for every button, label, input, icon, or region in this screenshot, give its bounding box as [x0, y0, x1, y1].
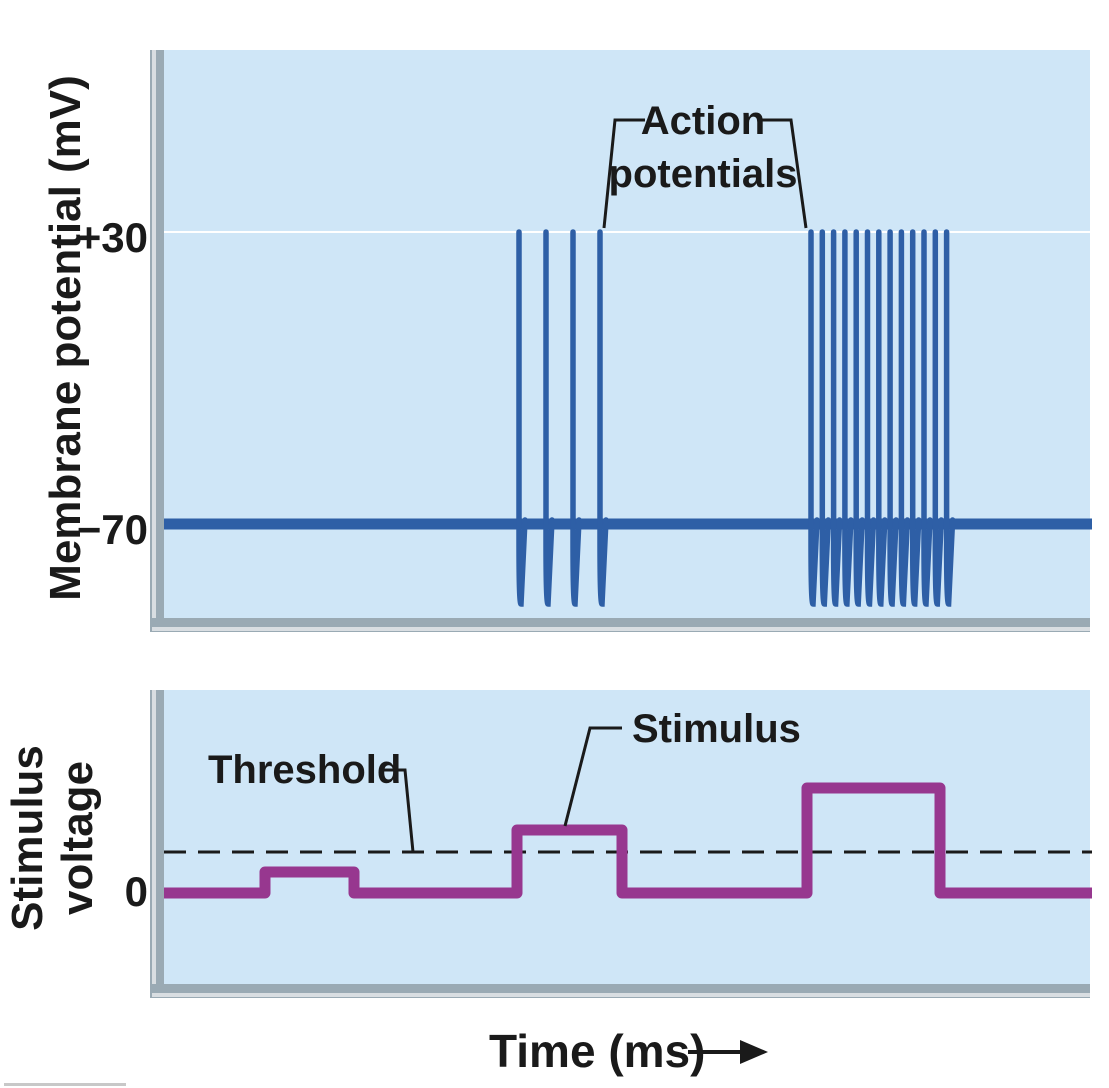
action-potentials-leader-right: [761, 118, 808, 229]
time-arrow-icon: [688, 1040, 768, 1064]
ytick-label-plus-30: +30: [77, 214, 148, 261]
stimulus-panel-left-frame-highlight: [152, 690, 156, 994]
stimulus-voltage-axis-label-line2: voltage: [53, 761, 102, 915]
action-potential-spike: [909, 229, 922, 607]
threshold-label: Threshold: [208, 748, 401, 792]
time-axis-label: Time (ms): [489, 1025, 705, 1077]
action-potential-spike: [932, 229, 945, 607]
membrane-panel-left-frame-highlight: [152, 50, 156, 630]
action-potentials-label-line2: potentials: [609, 152, 798, 196]
ytick-label-minus-70: −70: [77, 506, 148, 553]
stimulus-voltage-panel: 0 Stimulus voltage Threshold Stimulus Ti…: [3, 690, 1092, 1077]
membrane-potential-panel: +30 −70 Membrane potential (mV) Action p…: [41, 50, 1092, 632]
action-potential-spike: [570, 229, 582, 607]
action-potential-spike: [853, 229, 865, 607]
action-potential-spike: [943, 229, 956, 607]
copyright-smudge: [4, 1083, 126, 1086]
action-potential-spikes: [516, 229, 956, 607]
ytick-label-zero: 0: [125, 868, 148, 915]
action-potentials-leader-left: [602, 118, 645, 229]
action-potential-spike: [921, 229, 933, 607]
stimulus-voltage-axis-label-line1: Stimulus: [3, 745, 52, 931]
action-potential-spike: [543, 229, 555, 607]
stimulus-panel-bottom-frame-highlight: [152, 993, 1090, 997]
action-potential-spike: [819, 229, 832, 607]
action-potential-spike: [830, 229, 843, 607]
action-potentials-label-line1: Action: [641, 99, 765, 143]
action-potential-spike: [516, 229, 528, 607]
threshold-leader: [383, 768, 415, 853]
action-potential-spike: [876, 229, 888, 607]
membrane-potential-axis-label: Membrane potential (mV): [41, 75, 90, 601]
action-potential-spike: [597, 229, 609, 607]
action-potential-spike: [842, 229, 854, 607]
action-potential-spike: [887, 229, 899, 607]
stimulus-leader: [563, 726, 622, 827]
stimulus-label: Stimulus: [632, 707, 801, 751]
action-potential-spike: [864, 229, 877, 607]
stimulus-trace: [164, 782, 1092, 899]
membrane-panel-bottom-frame-highlight: [152, 627, 1090, 631]
action-potential-spike: [808, 229, 820, 607]
action-potential-spike: [898, 229, 911, 607]
